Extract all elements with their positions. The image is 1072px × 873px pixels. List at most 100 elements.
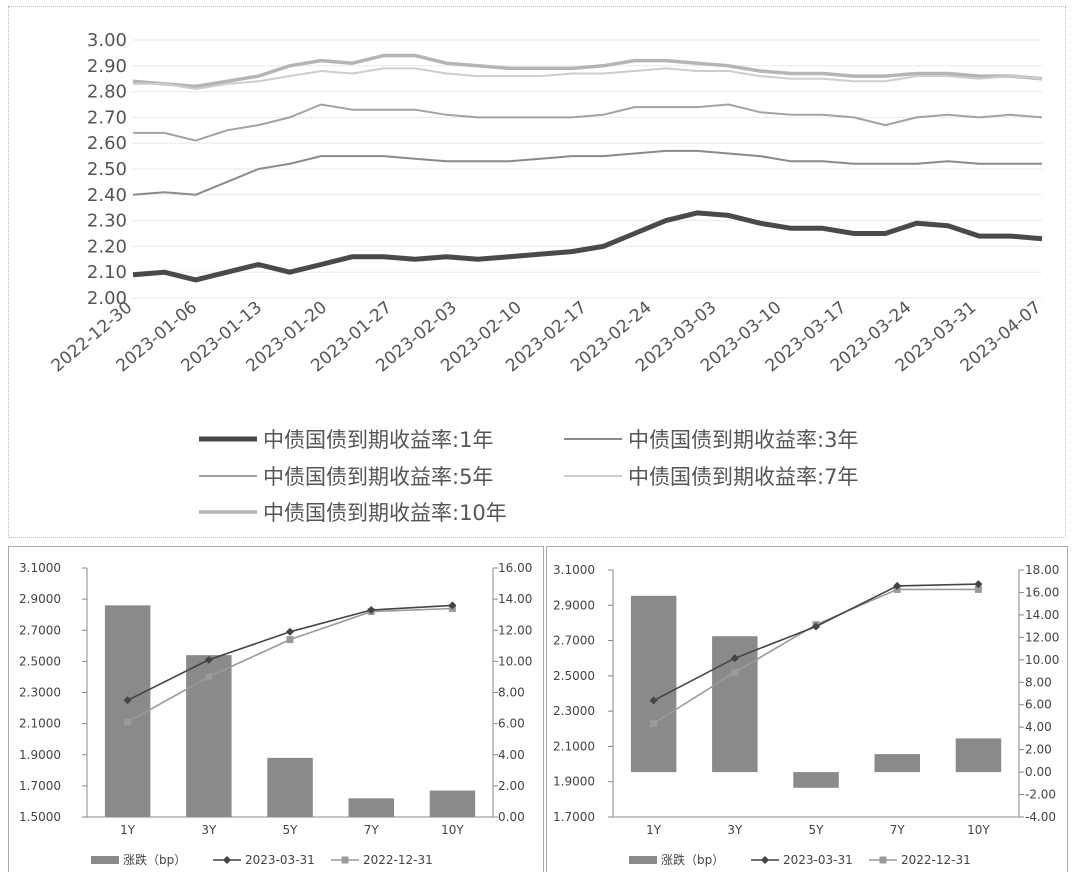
right-axis-label: 6.00 xyxy=(1025,698,1052,712)
x-category-label: 10Y xyxy=(441,823,464,837)
right-axis-label: -4.00 xyxy=(1025,810,1056,824)
line-marker xyxy=(205,673,213,681)
bar xyxy=(348,798,394,817)
legend-marker xyxy=(761,856,769,864)
line-marker xyxy=(974,585,982,593)
right-axis-label: 6.00 xyxy=(498,717,525,731)
legend-label: 2023-03-31 xyxy=(783,853,853,867)
top-yield-panel: 2.00 2.10 2.20 2.30 2.40 2.50 2.60 2.70 2.80 2.90… xyxy=(8,6,1066,538)
legend-label: 2022-12-31 xyxy=(901,853,971,867)
right-axis-label: 10.00 xyxy=(1025,653,1059,667)
y-tick-label: 2.20 xyxy=(87,236,127,257)
line-marker xyxy=(204,655,213,664)
line-marker xyxy=(974,580,983,589)
left-axis-label: 2.3000 xyxy=(553,704,595,718)
line-marker xyxy=(124,718,132,726)
left-axis-label: 2.5000 xyxy=(553,669,595,683)
legend-marker xyxy=(341,856,349,864)
line-marker xyxy=(730,654,739,663)
x-category-label: 7Y xyxy=(890,823,906,837)
left-axis-label: 1.9000 xyxy=(19,748,61,762)
right-axis-label: 8.00 xyxy=(1025,675,1052,689)
right-axis-label: 14.00 xyxy=(1025,608,1059,622)
right-axis-label: 8.00 xyxy=(498,686,525,700)
right-axis-label: 0.00 xyxy=(498,810,525,824)
right-axis-label: 4.00 xyxy=(1025,720,1052,734)
left-axis-label: 2.9000 xyxy=(553,598,595,612)
x-category-label: 7Y xyxy=(364,823,380,837)
line-marker xyxy=(812,622,820,631)
y-tick-label: 2.50 xyxy=(87,159,127,180)
line-marker xyxy=(286,636,294,644)
y-tick-label: 2.30 xyxy=(87,211,127,232)
left-axis-label: 2.1000 xyxy=(19,717,61,731)
left-axis-label: 1.7000 xyxy=(553,810,595,824)
x-category-label: 3Y xyxy=(727,823,743,837)
legend-label: 中债国债到期收益率:5年 xyxy=(263,465,493,489)
series-line xyxy=(133,67,1043,90)
series-line xyxy=(132,149,1042,196)
left-axis-label: 3.1000 xyxy=(553,563,595,577)
x-category-label: 3Y xyxy=(201,823,217,837)
legend-label: 涨跌（bp） xyxy=(661,852,724,867)
legend-marker xyxy=(879,856,887,864)
legend-swatch xyxy=(91,856,119,864)
legend-label: 中债国债到期收益率:10年 xyxy=(263,501,507,525)
x-category-label: 5Y xyxy=(283,823,299,837)
line-marker xyxy=(448,601,457,610)
y-tick-label: 2.60 xyxy=(87,133,127,154)
line-marker xyxy=(367,606,376,615)
right-axis-label: 2.00 xyxy=(498,779,525,793)
x-category-label: 10Y xyxy=(967,823,990,837)
legend-label: 中债国债到期收益率:1年 xyxy=(263,428,493,452)
series-line xyxy=(132,53,1043,89)
line-marker xyxy=(650,719,658,727)
line-marker xyxy=(286,627,294,636)
combo-chart-right: 1.7000 1.9000 2.1000 2.3000 2.5000 2.7000 2.90… xyxy=(553,563,1059,867)
left-axis-label: 2.5000 xyxy=(19,654,61,668)
line-marker xyxy=(649,696,658,705)
left-axis-label: 2.3000 xyxy=(19,686,61,700)
bar xyxy=(955,738,1002,773)
right-axis-label: 0.00 xyxy=(1025,765,1052,779)
bar xyxy=(630,595,677,773)
right-axis-label: 12.00 xyxy=(498,623,532,637)
left-axis-label: 2.1000 xyxy=(553,739,595,753)
left-axis-label: 1.7000 xyxy=(19,779,61,793)
y-tick-label: 3.00 xyxy=(87,30,127,51)
series-line xyxy=(653,588,979,725)
left-axis-label: 1.5000 xyxy=(19,810,61,824)
left-axis-label: 2.9000 xyxy=(19,592,61,606)
right-axis-label: 4.00 xyxy=(498,748,525,762)
y-tick-label: 2.10 xyxy=(87,262,127,283)
series-line xyxy=(132,210,1043,283)
left-axis-label: 1.9000 xyxy=(553,775,595,789)
y-tick-label: 2.70 xyxy=(87,107,127,128)
bar xyxy=(874,754,920,773)
left-axis-label: 2.7000 xyxy=(553,634,595,648)
bar xyxy=(267,757,313,817)
right-axis-label: 16.00 xyxy=(1025,585,1059,599)
legend-swatch xyxy=(629,856,657,864)
x-category-label: 5Y xyxy=(809,823,825,837)
right-axis-label: -2.00 xyxy=(1025,788,1056,802)
y-tick-label: 2.40 xyxy=(87,185,127,206)
bar xyxy=(429,790,476,817)
right-axis-label: 10.00 xyxy=(498,654,532,668)
right-axis-label: 12.00 xyxy=(1025,630,1059,644)
series-line xyxy=(127,604,453,702)
bottom-left-panel: 1.5000 1.7000 1.9000 2.1000 2.3000 2.5000 2.70… xyxy=(8,546,544,872)
left-axis-label: 2.7000 xyxy=(19,623,61,637)
right-axis-label: 2.00 xyxy=(1025,743,1052,757)
y-tick-label: 2.90 xyxy=(87,56,127,77)
left-axis-label: 3.1000 xyxy=(19,561,61,575)
series-line xyxy=(127,607,453,723)
series-line xyxy=(653,583,979,702)
bar xyxy=(104,605,151,817)
yield-curve-line-chart: 2.00 2.10 2.20 2.30 2.40 2.50 2.60 2.70 2.80 2.90… xyxy=(48,30,1046,525)
y-tick-label: 2.00 xyxy=(87,288,127,309)
right-axis-label: 14.00 xyxy=(498,592,532,606)
legend-label: 中债国债到期收益率:3年 xyxy=(628,428,858,452)
combo-chart-left: 1.5000 1.7000 1.9000 2.1000 2.3000 2.5000 2.70… xyxy=(19,561,532,867)
right-axis-label: 18.00 xyxy=(1025,563,1059,577)
